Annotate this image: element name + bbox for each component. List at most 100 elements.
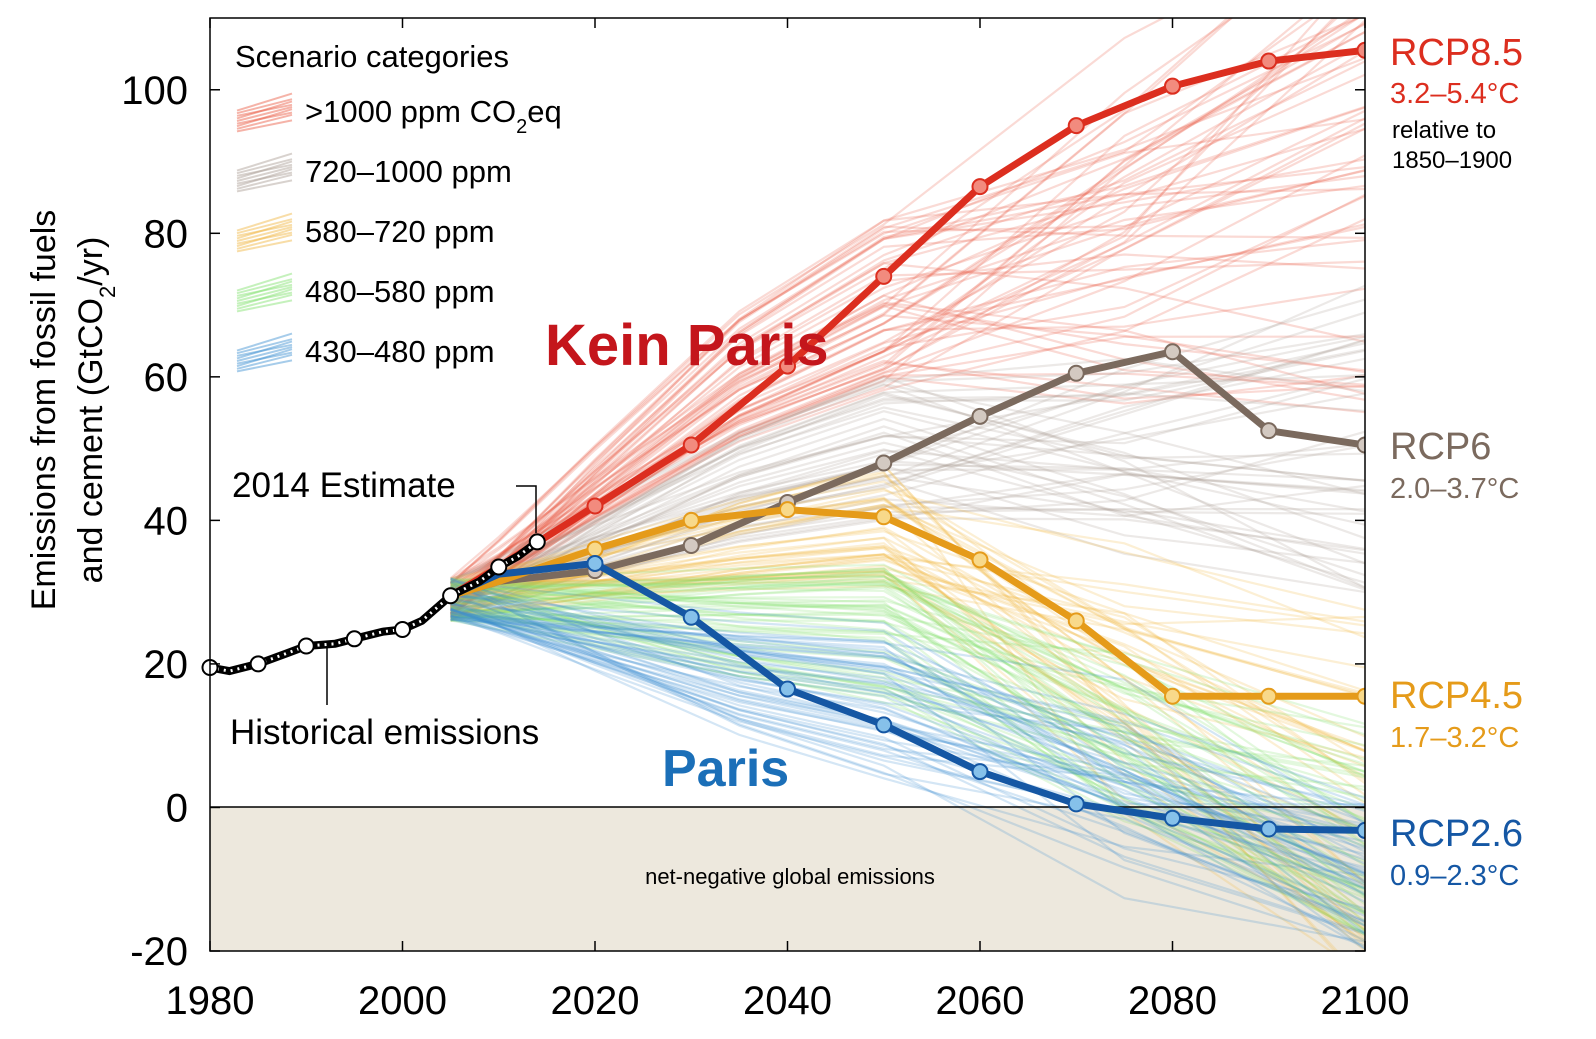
scenario-line [450,618,1365,836]
scenario-line [450,431,1365,611]
series-point [971,178,989,196]
legend-swatch-line [236,168,293,188]
y-tick-label: 60 [144,356,189,400]
scenario-line [450,603,1365,884]
scenario-line [450,581,1365,820]
scenario-line [450,614,1365,861]
scenario-line [450,608,1365,869]
scenario-line [450,619,1365,725]
scenario-line [450,586,1365,915]
rcp45-name: RCP4.5 [1390,675,1523,717]
scenario-line [450,586,1365,950]
series-point [1260,422,1278,440]
scenario-line [450,567,1365,936]
legend-swatch-line [236,106,293,122]
scenario-line [450,567,1365,669]
scenario-line [450,603,1365,877]
legend-swatch-line [236,239,293,253]
scenario-line [450,581,1365,835]
scenario-line [450,417,1365,612]
legend-swatch-line [236,346,293,362]
legend-swatch-line [236,353,293,370]
legend-label: 720–1000 ppm [305,154,512,189]
historical-point [249,655,267,673]
series-point [586,497,604,515]
scenario-line [450,599,1365,778]
scenario-line [450,575,1365,766]
scenario-line [450,505,1365,622]
legend-swatch-line [236,299,293,313]
legend-swatch-line [236,283,293,297]
rcp-series-layer [447,41,1365,839]
rcp26-labels: RCP2.6 0.9–2.3°C [1390,813,1523,892]
series-point [971,551,989,569]
scenario-line [450,430,1365,603]
series-point [1356,436,1365,454]
scenario-line [450,333,1365,582]
series-point [971,763,989,781]
scenario-line [450,375,1365,621]
legend-swatch-line [236,226,293,242]
scenario-line [450,517,1365,608]
scenario-line [449,18,1315,604]
scenario-line [450,595,1365,890]
scenario-line [450,443,1365,622]
scenario-line [450,577,1365,947]
legend-swatch-line [236,220,293,240]
legend-swatch-line [236,338,293,355]
net-negative-region [210,807,1365,951]
series-point [1260,820,1278,838]
series-point [586,554,604,572]
scenario-line [449,18,1230,596]
scenario-line [450,544,1365,835]
scenario-line [450,588,1365,882]
scenario-line [450,581,1365,863]
historical-label: Historical emissions [230,713,539,752]
scenario-line [450,612,1365,935]
scenario-line [450,611,1365,824]
scenario-line [450,556,1365,764]
scenario-line [450,555,1365,623]
scenario-line [450,591,1365,903]
scenario-line [449,314,1365,580]
rcp6-name: RCP6 [1390,426,1491,468]
scenario-line [450,505,1365,639]
scenario-line [450,393,1365,622]
scenario-line [450,608,1365,874]
scenario-line [450,585,1365,879]
scenario-line [450,617,1365,923]
scenario-line [450,605,1365,896]
scenario-line [449,225,1365,603]
legend-swatch-line [236,98,293,115]
rcp45-range: 1.7–3.2°C [1390,722,1519,754]
legend-swatch-line [236,163,293,177]
rcp85-name: RCP8.5 [1390,32,1523,74]
series-point [1356,821,1365,839]
legend-swatch-line [236,348,293,368]
legend-label: >1000 ppm CO2eq [305,94,562,138]
series-point [1356,687,1365,705]
rcp85-labels: RCP8.5 3.2–5.4°C relative to 1850–1900 [1390,32,1523,174]
historical-point [490,558,508,576]
x-tick-label: 2000 [358,979,447,1023]
scenario-line [450,618,1365,788]
historical-point [297,637,315,655]
scenario-line [450,591,1365,834]
scenario-line [450,463,1365,888]
legend-swatch-line [236,293,293,310]
scenario-line [450,601,1365,895]
scenario-line [450,580,1365,761]
scenario-line [450,603,1365,806]
legend-swatch-line [236,288,293,308]
legend-swatch-line [236,291,293,305]
scenario-line [450,335,1365,615]
scenario-line [450,606,1365,897]
scenario-line [450,612,1365,835]
series-point [875,508,893,526]
scenario-line [450,478,1365,603]
series-point [586,540,604,558]
scenario-line [450,611,1365,922]
y-tick-label: 80 [144,212,189,256]
legend-swatch-line [236,113,293,130]
rcp85-note-line1: relative to [1392,117,1496,144]
